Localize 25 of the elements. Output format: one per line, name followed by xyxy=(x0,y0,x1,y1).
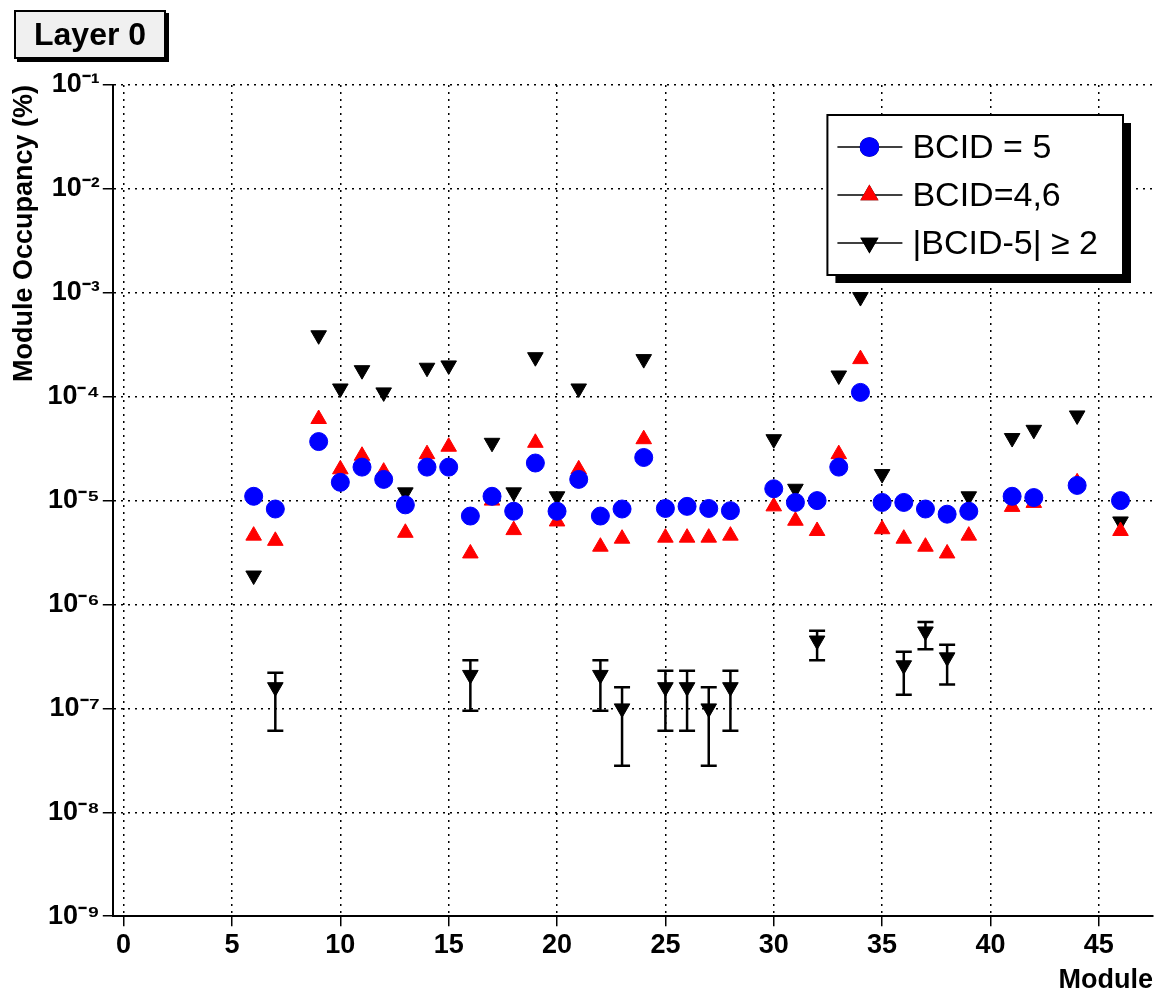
x-tick-label: 10 xyxy=(325,928,356,959)
y-tick-label: 10⁻⁸ xyxy=(47,795,100,826)
legend-label: |BCID-5| ≥ 2 xyxy=(912,223,1098,262)
y-tick-label: 10⁻² xyxy=(51,172,100,203)
x-tick-label: 40 xyxy=(975,928,1006,959)
legend-label: BCID=4,6 xyxy=(912,175,1061,214)
x-tick-label: 20 xyxy=(542,928,573,959)
y-tick-label: 10⁻⁶ xyxy=(48,587,100,618)
x-tick-label: 5 xyxy=(224,928,240,959)
x-axis-title: Module xyxy=(1058,964,1153,995)
y-axis-title: Module Occupancy (%) xyxy=(7,85,38,383)
y-tick-label: 10⁻⁴ xyxy=(47,380,100,411)
y-tick-label: 10⁻³ xyxy=(51,276,100,307)
y-tick-label: 10⁻⁹ xyxy=(47,899,100,930)
x-tick-label: 25 xyxy=(650,928,681,959)
y-tick-label: 10⁻⁷ xyxy=(49,691,100,722)
x-tick-label: 15 xyxy=(433,928,464,959)
x-tick-label: 30 xyxy=(758,928,789,959)
legend-label: BCID = 5 xyxy=(912,127,1052,166)
x-tick-label: 45 xyxy=(1083,928,1114,959)
chart-title: Layer 0 xyxy=(14,10,167,59)
y-tick-label: 10⁻¹ xyxy=(51,68,100,99)
y-tick-label: 10⁻⁵ xyxy=(48,484,100,515)
x-tick-label: 35 xyxy=(867,928,898,959)
x-tick-label: 0 xyxy=(116,928,132,959)
